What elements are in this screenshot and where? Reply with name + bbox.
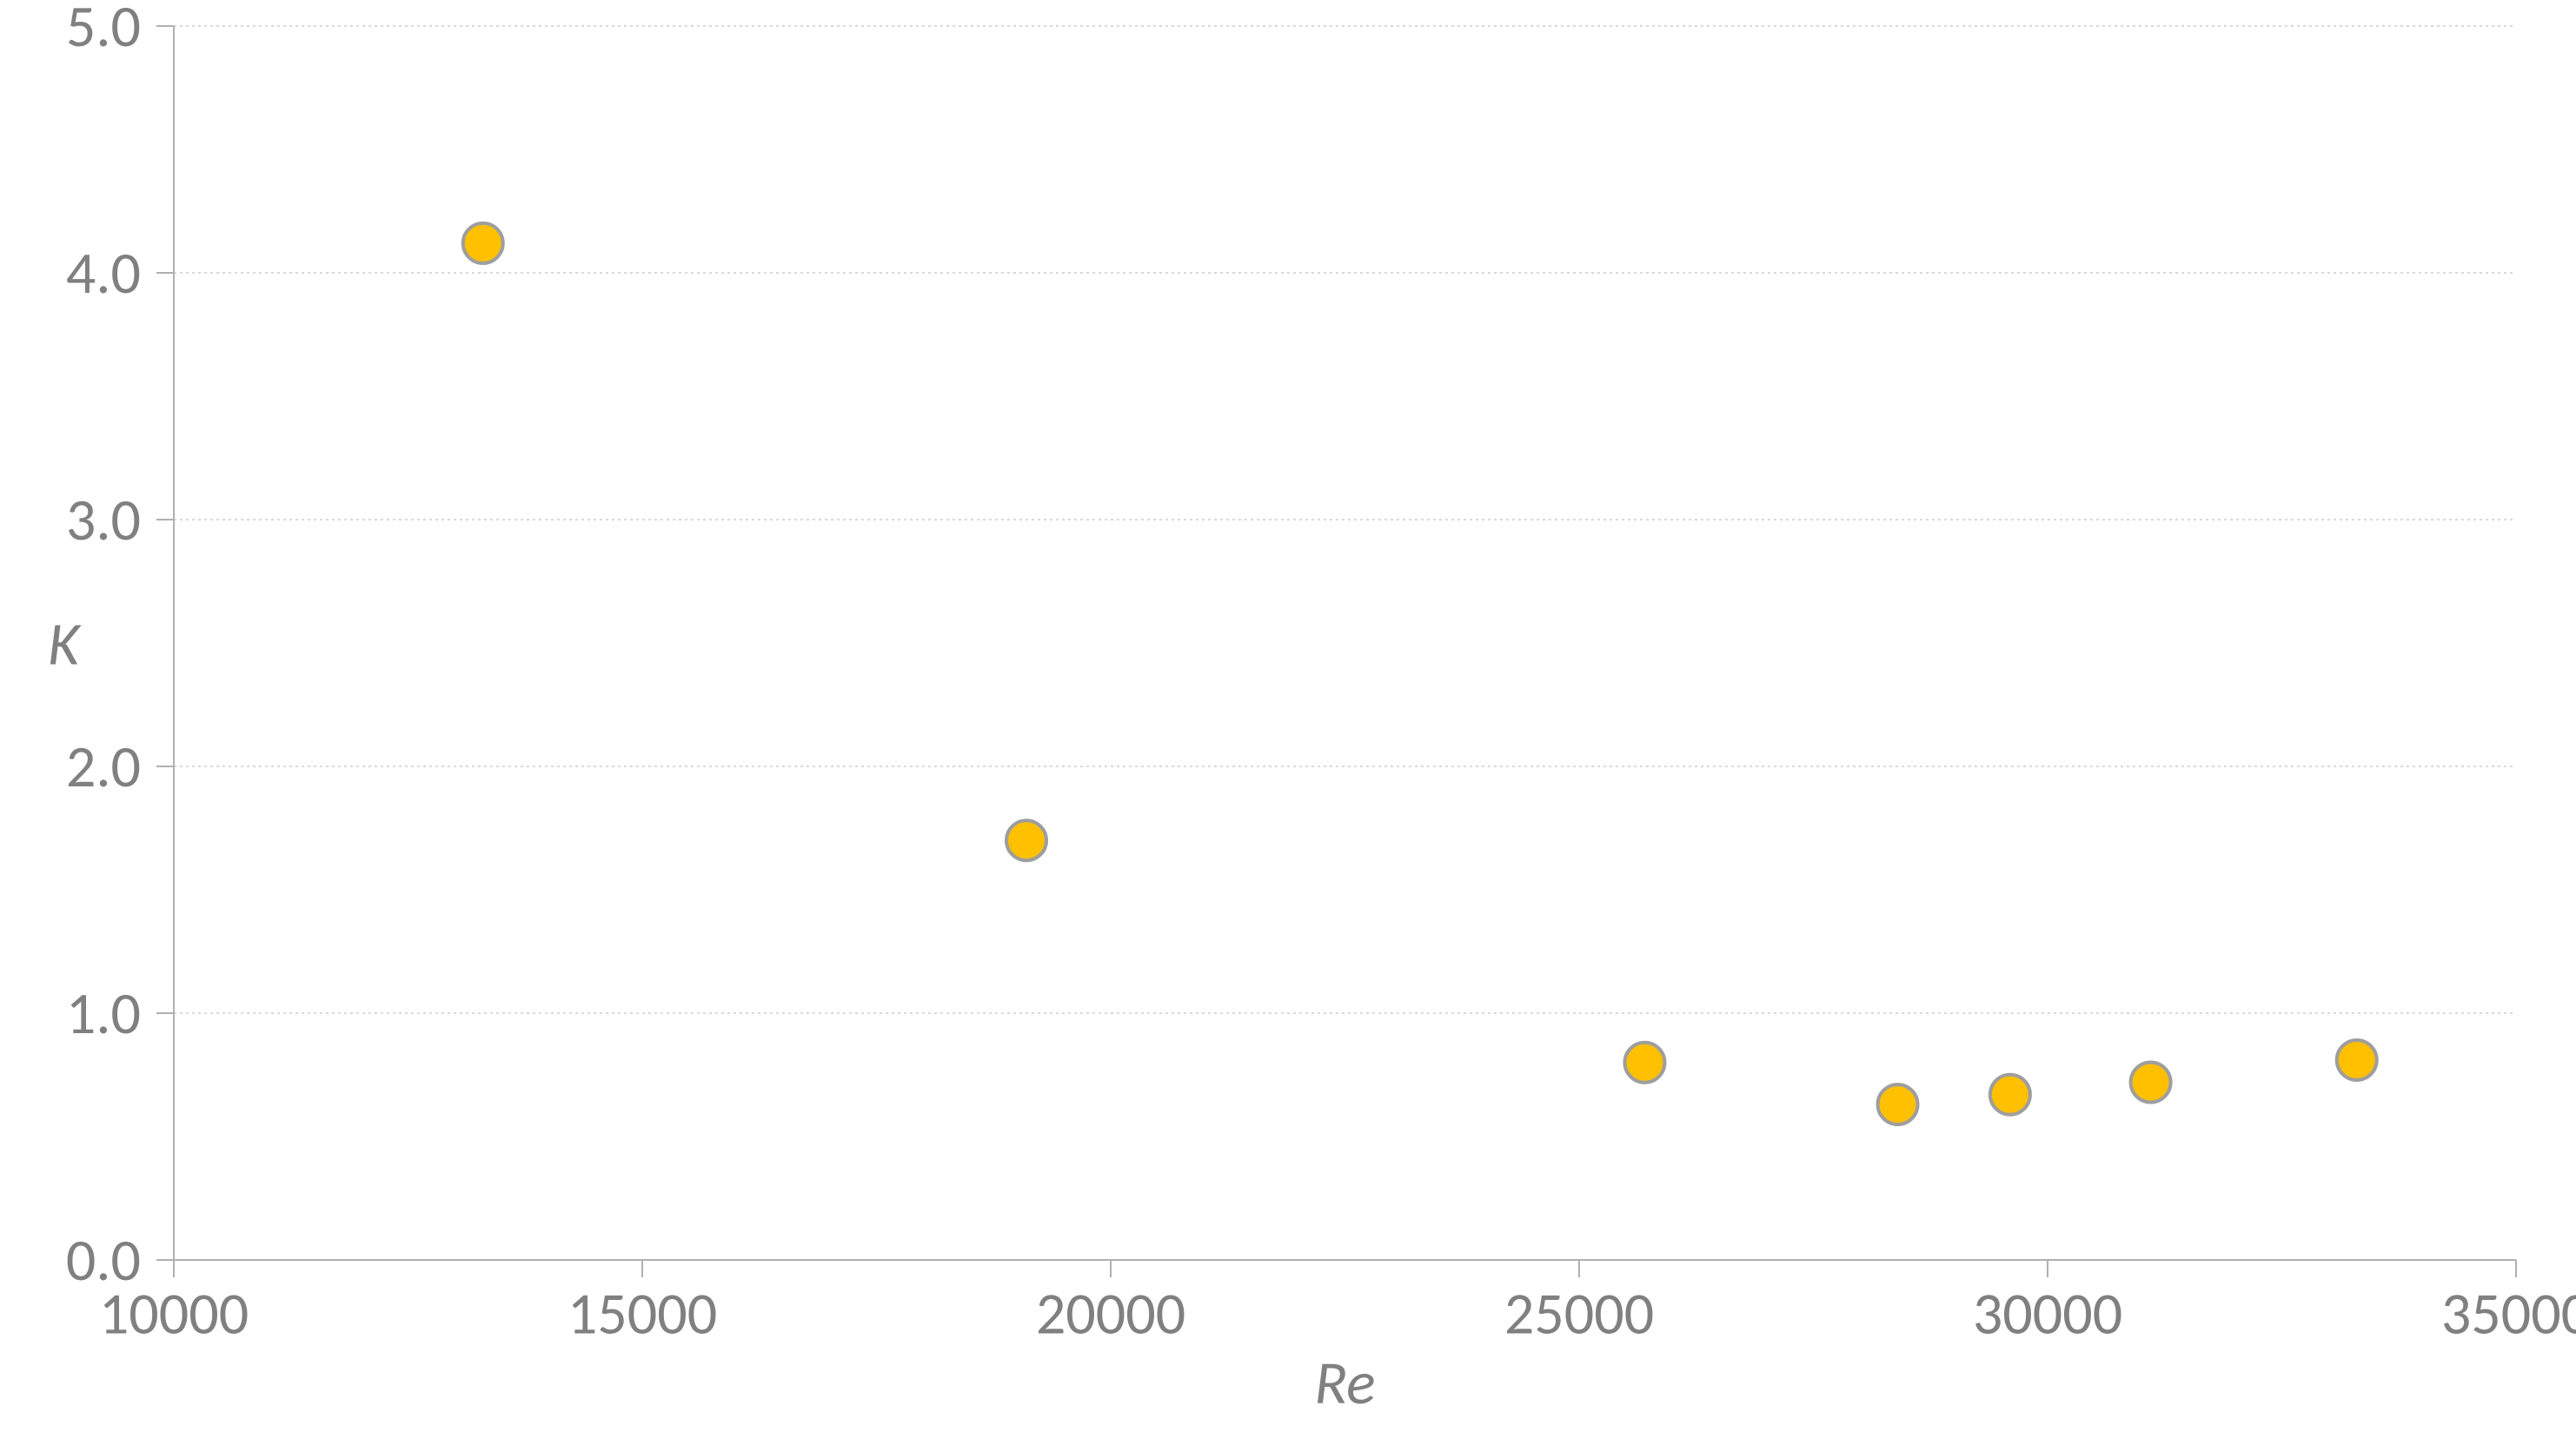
x-tick-label: 25000 xyxy=(1504,1278,1654,1350)
scatter-chart: 1000015000200002500030000350000.01.02.03… xyxy=(0,0,2576,1432)
y-tick-label: 1.0 xyxy=(66,978,141,1050)
x-axis-title: Re xyxy=(1314,1345,1375,1420)
x-tick-label: 15000 xyxy=(568,1278,717,1350)
chart-svg: 1000015000200002500030000350000.01.02.03… xyxy=(0,0,2576,1432)
data-point xyxy=(2131,1063,2171,1103)
data-point xyxy=(2337,1040,2377,1080)
y-tick-label: 0.0 xyxy=(66,1224,141,1296)
data-point xyxy=(1990,1075,2030,1115)
y-tick-label: 4.0 xyxy=(66,237,141,309)
data-point xyxy=(1006,820,1046,860)
x-tick-label: 20000 xyxy=(1036,1278,1185,1350)
data-point xyxy=(1878,1084,1918,1124)
y-tick-label: 5.0 xyxy=(66,0,141,63)
y-axis-title: K xyxy=(48,607,82,681)
x-tick-label: 30000 xyxy=(1973,1278,2122,1350)
y-tick-label: 2.0 xyxy=(66,731,141,803)
data-point xyxy=(463,223,503,263)
y-tick-label: 3.0 xyxy=(66,484,141,556)
x-tick-label: 35000 xyxy=(2441,1278,2576,1350)
data-point xyxy=(1624,1043,1664,1083)
